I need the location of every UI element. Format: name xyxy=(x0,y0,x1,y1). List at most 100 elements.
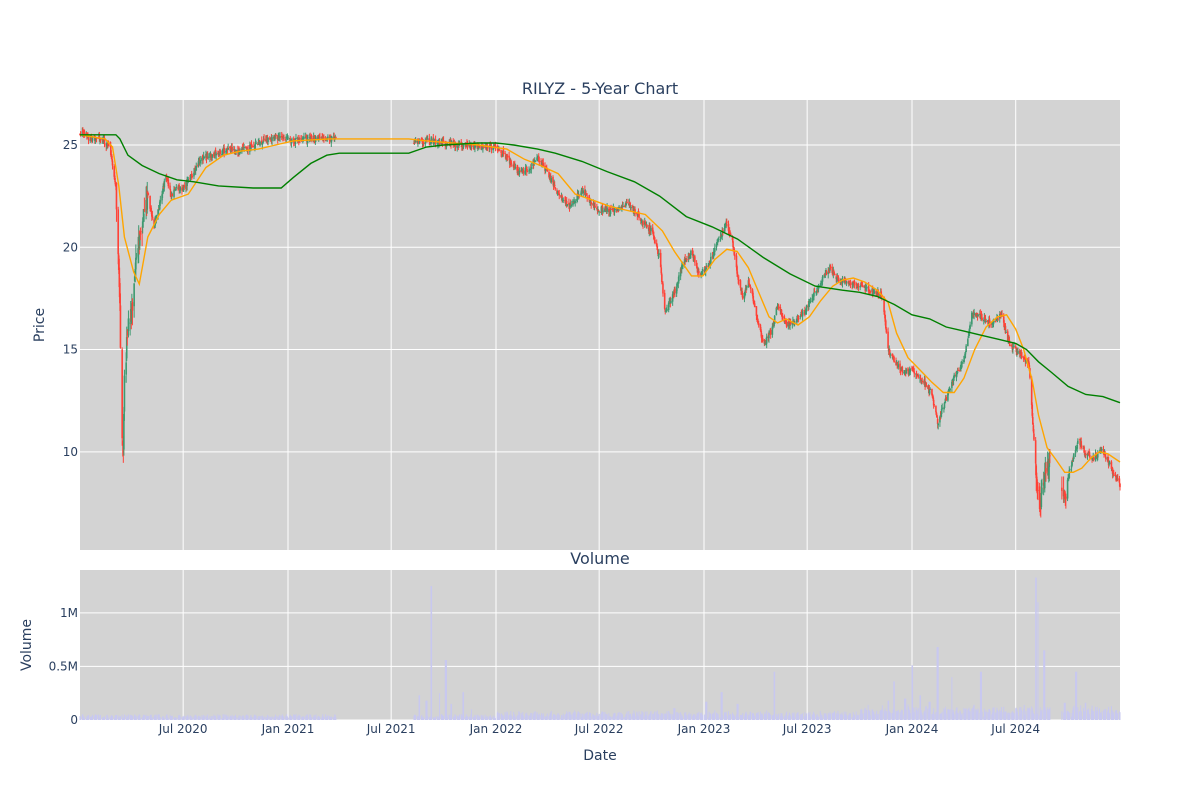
volume-bar xyxy=(919,695,921,720)
candle-body xyxy=(1005,332,1007,334)
volume-bar xyxy=(973,705,975,720)
moving-average-lines xyxy=(79,134,1121,473)
candle-body xyxy=(907,368,909,372)
volume-bar xyxy=(318,715,320,720)
volume-bar xyxy=(223,717,225,720)
volume-bar xyxy=(649,714,651,720)
candle-body xyxy=(737,277,739,280)
candle-body xyxy=(306,139,309,143)
volume-bar xyxy=(741,715,743,720)
candle-body xyxy=(331,137,333,139)
volume-bar xyxy=(604,711,606,720)
candle-body xyxy=(642,221,644,225)
volume-bar xyxy=(201,715,203,720)
candle-body xyxy=(691,250,694,256)
volume-bar xyxy=(688,712,690,720)
volume-bar xyxy=(855,711,857,720)
candle-body xyxy=(295,137,297,139)
volume-bar xyxy=(824,714,826,720)
candle-body xyxy=(157,208,160,211)
candle-body xyxy=(534,160,537,162)
volume-bar xyxy=(450,703,452,720)
candle-body xyxy=(245,146,247,148)
candle-body xyxy=(230,150,232,152)
volume-bar xyxy=(949,713,951,720)
candle-body xyxy=(1088,455,1091,458)
volume-bar xyxy=(936,647,938,720)
candle-body xyxy=(233,149,236,152)
volume-bar xyxy=(757,712,759,720)
candle-body xyxy=(194,167,196,170)
candle-body xyxy=(984,318,987,322)
volume-bar xyxy=(644,716,646,720)
volume-bar xyxy=(321,717,323,720)
volume-bar xyxy=(569,712,571,720)
volume-bar xyxy=(570,714,572,720)
volume-bar xyxy=(309,714,311,720)
candle-body xyxy=(239,151,241,154)
candle-body xyxy=(965,345,967,353)
volume-bar xyxy=(685,711,687,720)
volume-bar xyxy=(290,716,292,720)
candle-body xyxy=(256,144,259,146)
volume-bar xyxy=(955,710,957,720)
volume-bar xyxy=(322,714,324,720)
candle-body xyxy=(262,142,264,144)
volume-bar xyxy=(967,709,969,720)
candle-body xyxy=(765,336,768,344)
volume-bar xyxy=(134,715,136,720)
volume-bar xyxy=(893,681,895,720)
candle-body xyxy=(560,195,562,198)
volume-bar xyxy=(809,712,811,720)
volume-bar xyxy=(781,713,783,720)
volume-bar xyxy=(690,713,692,720)
volume-bar xyxy=(119,716,121,720)
volume-bar xyxy=(594,715,596,720)
candle-body xyxy=(306,136,308,142)
volume-bar xyxy=(464,717,466,720)
candle-body xyxy=(939,416,941,423)
volume-bar xyxy=(1096,712,1098,720)
candle-body xyxy=(815,291,818,294)
volume-bar xyxy=(923,712,925,720)
volume-bar xyxy=(1041,709,1043,720)
volume-bar xyxy=(147,715,149,720)
candle-body xyxy=(1031,404,1034,416)
volume-bar xyxy=(793,712,795,720)
volume-bar xyxy=(1037,602,1039,720)
volume-bar xyxy=(939,714,941,720)
volume-bar xyxy=(498,713,500,720)
volume-bar xyxy=(865,709,867,720)
candle-body xyxy=(671,294,674,302)
volume-bar xyxy=(758,715,760,720)
volume-bar xyxy=(642,712,644,720)
candle-body xyxy=(1095,453,1098,459)
volume-bar xyxy=(648,714,650,720)
volume-bar xyxy=(1040,712,1042,720)
volume-bar xyxy=(237,717,239,720)
volume-bar xyxy=(146,716,148,720)
x-tick-label: Jul 2024 xyxy=(990,722,1040,736)
volume-bar xyxy=(478,718,480,720)
candle-body xyxy=(333,136,335,139)
volume-bar xyxy=(933,714,935,720)
candle-body xyxy=(536,157,538,161)
volume-bar xyxy=(638,711,640,720)
candle-body xyxy=(658,253,660,255)
volume-bar xyxy=(123,717,125,720)
volume-bar xyxy=(484,714,486,720)
volume-bar xyxy=(219,715,221,720)
candle-body xyxy=(280,136,283,138)
candle-body xyxy=(566,204,569,207)
volume-bar xyxy=(215,715,217,720)
volume-bar xyxy=(198,715,200,720)
volume-bar xyxy=(432,717,434,720)
volume-bar xyxy=(459,714,461,720)
volume-bar xyxy=(945,706,947,720)
volume-bar xyxy=(626,711,628,720)
candle-body xyxy=(600,211,602,213)
candle-body xyxy=(957,369,959,371)
volume-bar xyxy=(868,709,870,720)
volume-bar xyxy=(1020,709,1022,720)
candle-body xyxy=(593,204,595,208)
